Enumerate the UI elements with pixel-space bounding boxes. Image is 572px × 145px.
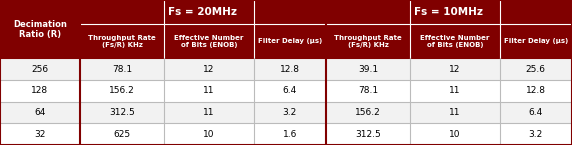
Bar — [500, 24, 572, 58]
Text: 256: 256 — [31, 65, 49, 74]
Text: Effective Number
of Bits (ENOB): Effective Number of Bits (ENOB) — [420, 35, 490, 48]
Text: 312.5: 312.5 — [109, 108, 135, 117]
Text: 11: 11 — [203, 108, 214, 117]
Bar — [0, 102, 572, 123]
Text: Throughput Rate
(Fs/R) KHz: Throughput Rate (Fs/R) KHz — [88, 35, 156, 48]
Text: 11: 11 — [450, 86, 461, 95]
Text: 10: 10 — [450, 130, 461, 139]
Text: 3.2: 3.2 — [529, 130, 543, 139]
Text: 11: 11 — [450, 108, 461, 117]
Bar — [80, 24, 164, 58]
Text: 128: 128 — [31, 86, 49, 95]
Text: 6.4: 6.4 — [529, 108, 543, 117]
Text: 25.6: 25.6 — [526, 65, 546, 74]
Bar — [80, 0, 326, 24]
Bar — [164, 24, 253, 58]
Text: 78.1: 78.1 — [112, 65, 132, 74]
Text: 156.2: 156.2 — [109, 86, 135, 95]
Bar — [326, 0, 572, 24]
Bar — [0, 58, 572, 80]
Text: Fs = 20MHz: Fs = 20MHz — [168, 7, 237, 17]
Text: 39.1: 39.1 — [358, 65, 378, 74]
Text: 1.6: 1.6 — [283, 130, 297, 139]
Text: 12: 12 — [203, 65, 214, 74]
Bar — [0, 80, 572, 102]
Text: 64: 64 — [34, 108, 46, 117]
Bar — [326, 24, 411, 58]
Text: Fs = 10MHz: Fs = 10MHz — [415, 7, 483, 17]
Text: Filter Delay (μs): Filter Delay (μs) — [257, 38, 322, 44]
Text: 6.4: 6.4 — [283, 86, 297, 95]
Text: 12.8: 12.8 — [280, 65, 300, 74]
Text: Throughput Rate
(Fs/R) KHz: Throughput Rate (Fs/R) KHz — [334, 35, 402, 48]
Bar — [0, 0, 80, 58]
Text: 156.2: 156.2 — [355, 108, 381, 117]
Text: 78.1: 78.1 — [358, 86, 378, 95]
Text: 32: 32 — [34, 130, 46, 139]
Text: 12.8: 12.8 — [526, 86, 546, 95]
Text: 11: 11 — [203, 86, 214, 95]
Text: Effective Number
of Bits (ENOB): Effective Number of Bits (ENOB) — [174, 35, 244, 48]
Text: 3.2: 3.2 — [283, 108, 297, 117]
Text: Filter Delay (μs): Filter Delay (μs) — [504, 38, 568, 44]
Bar — [253, 24, 326, 58]
Text: Decimation
Ratio (R): Decimation Ratio (R) — [13, 20, 67, 39]
Bar — [0, 123, 572, 145]
Text: 10: 10 — [203, 130, 214, 139]
Bar — [411, 24, 500, 58]
Text: 12: 12 — [450, 65, 461, 74]
Text: 625: 625 — [113, 130, 130, 139]
Text: 312.5: 312.5 — [355, 130, 381, 139]
